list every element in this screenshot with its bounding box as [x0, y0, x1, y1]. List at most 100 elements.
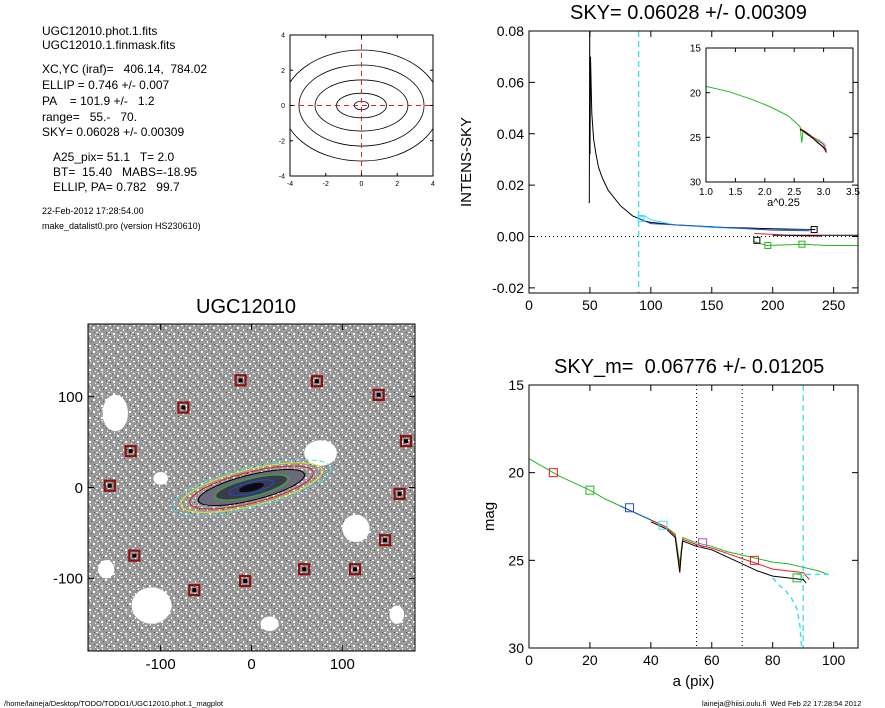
image-mask-hole: [131, 587, 172, 624]
mag-data: [529, 385, 834, 648]
contour-line: [336, 92, 387, 119]
sky-xtick-label: 50: [582, 297, 598, 313]
info-line-bt: BT= 15.40 MABS=-18.95: [53, 165, 198, 179]
image-mask-box: [298, 563, 311, 576]
mag-ytick-label: 30: [508, 640, 524, 656]
inset-xtick-label: 1.5: [728, 187, 742, 198]
footer-user: laineja@hiisi.oulu.fi Wed Feb 22 17:28:5…: [702, 699, 862, 708]
magnitude-profile-plot: 0 20 40 60 80 100 15 20 25 30 a (pix) mag: [481, 377, 859, 690]
contour-xtick-label: -2: [323, 181, 329, 188]
sky-data: [529, 31, 858, 293]
mag-xtick-label: 80: [765, 652, 781, 668]
sky-ytick-label: 0.02: [497, 177, 524, 193]
image-mask-box-core: [302, 567, 307, 572]
sky-xtick-label: 100: [639, 297, 663, 313]
mag-ytick-label: 15: [508, 377, 524, 393]
mag-xtick-label: 20: [582, 652, 598, 668]
sky-xtick-label: 0: [525, 297, 533, 313]
inset-xlabel: a^0.25: [767, 197, 800, 209]
sky-xtick-label: 200: [761, 297, 785, 313]
image-mask-box-core: [403, 439, 408, 444]
inset-xtick-label: 3.0: [817, 187, 831, 198]
sky-ytick-label: 0.00: [497, 229, 524, 245]
mag-xtick-label: 100: [822, 652, 846, 668]
image-mask-box: [378, 534, 392, 547]
info-line-range: range= 55.- 70.: [42, 110, 138, 124]
mag-xlabel: a (pix): [673, 673, 715, 690]
image-mask-box-core: [383, 538, 388, 543]
image-xtick-label: 0: [247, 656, 255, 673]
image-mask-box-core: [128, 449, 133, 454]
contour-ytick-label: -2: [279, 138, 285, 145]
mag-frame: [528, 384, 859, 649]
inset-xtick-label: 2.0: [758, 187, 772, 198]
sky-ytick-label: 0.04: [497, 126, 524, 142]
image-ytick-label: 100: [58, 389, 83, 406]
sky-marker: [753, 236, 761, 244]
sky-ylabel: INTENS-SKY: [458, 117, 475, 207]
galaxy-isophote: [180, 462, 323, 513]
image-ytick-label: -100: [53, 571, 83, 588]
mag-marker: [658, 520, 668, 530]
galaxy: [171, 459, 332, 516]
galaxy-isophote: [198, 468, 305, 507]
image-mask-box-core: [243, 579, 248, 584]
info-program: make_datalist0.pro (version HS230610): [42, 221, 201, 231]
contour-xtick-label: 2: [395, 181, 399, 188]
info-line-ellip: ELLIP = 0.746 +/- 0.007: [42, 78, 170, 92]
mag-ylabel: mag: [481, 502, 498, 531]
sky-xtick-label: 250: [822, 297, 846, 313]
info-line-sky: SKY= 0.06028 +/- 0.00309: [42, 125, 185, 139]
mag-series-blue: [620, 505, 652, 521]
inset-xtick-label: 1.0: [699, 187, 713, 198]
image-mask-box-core: [353, 567, 358, 572]
sky-series-blue: [638, 218, 810, 232]
image-mask-hole: [389, 605, 405, 624]
galaxy-isophote: [171, 459, 332, 516]
image-mask-box: [399, 435, 413, 448]
image-mask-box: [103, 479, 116, 492]
image-mask-box-core: [397, 491, 402, 496]
inset-background: [706, 48, 853, 182]
info-line-mask: UGC12010.1.finmask.fits: [42, 38, 176, 52]
image-ytick-label: 0: [75, 480, 83, 497]
image-mask-box: [393, 487, 406, 500]
mag-series-cyan: [772, 577, 803, 648]
sky-marker: [637, 215, 645, 223]
sky-marker: [810, 226, 818, 234]
galaxy-core: [239, 482, 264, 493]
inset-profile-plot: 1.0 1.5 2.0 2.5 3.0 3.5 15 20 25 30 a^0.25: [690, 44, 861, 209]
image-mask-hole: [342, 514, 370, 542]
mag-xtick-label: 40: [643, 652, 659, 668]
mag-series-black: [650, 521, 807, 584]
mag-marker: [749, 555, 759, 565]
contour-xtick-label: 4: [431, 181, 435, 188]
mag-xtick-label: 0: [525, 652, 533, 668]
contour-plot: -4 -2 0 2 4 -4 -2 0 2 4: [279, 33, 435, 188]
sky-series-cyan: [638, 215, 810, 231]
image-mask-box-core: [238, 378, 243, 383]
info-line-file: UGC12010.phot.1.fits: [42, 24, 158, 38]
inset-xtick-label: 3.5: [846, 187, 860, 198]
image-mask-box-core: [132, 553, 137, 558]
sky-chart-title: SKY= 0.06028 +/- 0.00309: [570, 2, 807, 24]
contour-ytick-label: 2: [281, 68, 285, 75]
mag-chart-title: SKY_m= 0.06776 +/- 0.01205: [554, 356, 825, 378]
contour-xtick-label: 0: [360, 181, 364, 188]
mag-marker: [625, 503, 635, 513]
image-mask-hole: [260, 616, 279, 632]
image-content: [97, 374, 413, 632]
contour-xtick-label: -4: [287, 181, 293, 188]
inset-xtick-label: 2.5: [787, 187, 801, 198]
image-xtick-label: -100: [146, 656, 176, 673]
image-mask-box-core: [181, 405, 186, 410]
image-title: UGC12010: [196, 296, 297, 318]
inset-data: [706, 85, 827, 153]
info-line-center: XC,YC (iraf)= 406.14, 784.02: [42, 62, 208, 76]
inset-ytick-label: 25: [690, 133, 702, 144]
footer-path: /home/laineja/Desktop/TODO/TODO1/UGC1201…: [4, 699, 224, 708]
image-mask-box: [348, 563, 362, 576]
inset-frame: [705, 47, 854, 183]
image-mask-hole: [304, 440, 337, 466]
